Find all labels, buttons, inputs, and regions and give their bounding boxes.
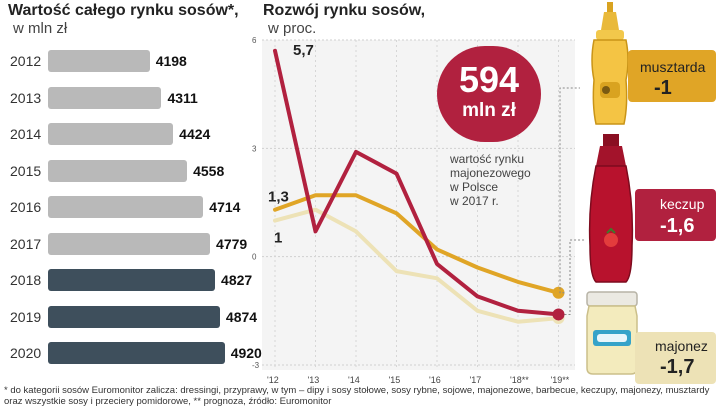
majonez-label-box [635, 332, 716, 384]
y-tick-label: 6 [252, 36, 257, 45]
callout-value: 594 [458, 59, 520, 100]
majonez-name: majonez [655, 338, 708, 354]
musztarda-end-point [552, 286, 565, 299]
bar [48, 342, 225, 364]
footnote: * do kategorii sosów Euromonitor zalicza… [4, 385, 710, 407]
data-label: 1,3 [268, 189, 289, 206]
musztarda-label-box [628, 50, 716, 102]
bar-value-label: 4311 [167, 89, 198, 106]
bar-chart: 2012 4198 2013 4311 2014 4424 2015 4558 2016 4714… [0, 0, 262, 380]
callout-circle [437, 46, 541, 142]
bar-value-label: 4424 [179, 126, 211, 142]
mayonnaise-jar-icon [586, 291, 638, 375]
keczup-end-point [552, 308, 565, 321]
line-chart-subtitle: w proc. [268, 20, 317, 37]
bar-value-label: 4714 [209, 199, 241, 215]
bar-year-label: 2019 [10, 308, 42, 325]
bar-year-label: 2012 [10, 53, 42, 69]
x-tick-label: '18** [510, 375, 529, 385]
bar-value-label: 4874 [225, 308, 258, 325]
y-tick-label: 3 [252, 144, 257, 153]
callout-caption-line: w 2017 r. [450, 194, 499, 208]
callout-caption-line: w Polsce [450, 180, 499, 194]
y-tick-label: 0 [252, 253, 257, 262]
bar-year-label: 2015 [10, 162, 42, 179]
keczup-label-box [635, 189, 716, 241]
bar-value-label: 4558 [193, 162, 225, 179]
majonez-line [273, 207, 561, 324]
keczup-value: -1,6 [660, 215, 695, 237]
bar-year-label: 2013 [10, 89, 42, 106]
bar-year-label: 2016 [10, 199, 42, 215]
x-tick-label: '12 [267, 375, 279, 385]
bar-year-label: 2014 [10, 126, 42, 142]
bar-year-label: 2020 [10, 345, 42, 361]
data-label: 5,7 [293, 42, 314, 59]
bar [48, 232, 211, 255]
bar-chart-subtitle: w mln zł [13, 20, 68, 37]
y-tick-label: -3 [252, 361, 260, 370]
bar-year-label: 2017 [10, 235, 42, 252]
x-tick-label: '13 [308, 375, 320, 385]
x-tick-label: '19** [551, 375, 570, 385]
bar [48, 123, 174, 145]
bar-chart-title: Wartość całego rynku sosów*, [8, 2, 239, 19]
x-tick-label: '15 [389, 375, 401, 385]
musztarda-line [273, 193, 561, 295]
data-label: 1 [274, 230, 282, 247]
bar [48, 86, 162, 109]
bar [48, 50, 150, 72]
x-tick-label: '14 [348, 375, 360, 385]
bar [48, 305, 220, 328]
callout-unit: mln zł [462, 100, 516, 121]
musztarda-name: musztarda [640, 59, 706, 75]
bar [48, 159, 188, 182]
bar-value-label: 4779 [216, 235, 248, 252]
bar-year-label: 2018 [10, 272, 42, 288]
callout-caption-line: wartość rynku [450, 152, 525, 166]
bar [48, 196, 204, 218]
ketchup-bottle-icon [588, 134, 634, 283]
bar-value-label: 4198 [155, 53, 187, 69]
bar-value-label: 4827 [221, 272, 253, 288]
keczup-name: keczup [660, 196, 705, 212]
x-tick-label: '16 [429, 375, 441, 385]
callout-caption: wartość rynku majonezowego w Polsce w 20… [450, 152, 531, 208]
keczup-line [273, 48, 561, 317]
line-chart-title: Rozwój rynku sosów, [263, 2, 426, 19]
bar-value-label: 4920 [230, 345, 262, 361]
bar [48, 269, 216, 291]
mustard-bottle-icon [591, 2, 629, 125]
x-tick-label: '17 [470, 375, 482, 385]
callout-caption-line: majonezowego [450, 166, 531, 180]
majonez-value: -1,7 [660, 356, 695, 378]
musztarda-value: -1 [654, 77, 672, 99]
